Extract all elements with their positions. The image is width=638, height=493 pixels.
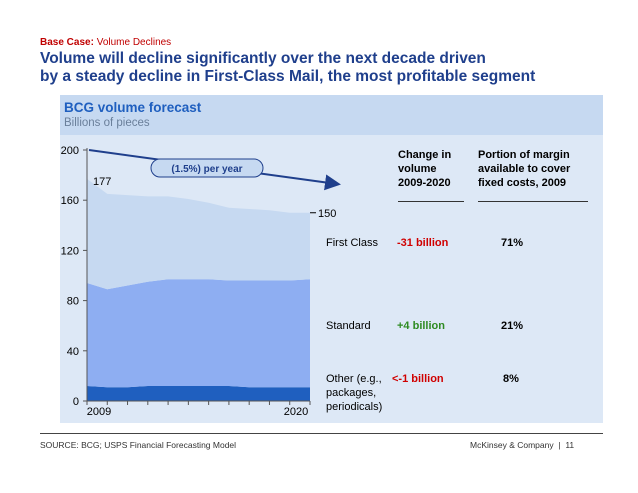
change-header-rule bbox=[398, 201, 464, 202]
y-tick-label-0: 0 bbox=[73, 396, 79, 408]
brand-name: McKinsey & Company bbox=[470, 440, 554, 450]
y-tick-label-2: 80 bbox=[67, 296, 79, 308]
panel-header bbox=[60, 95, 603, 135]
area-series-0 bbox=[87, 385, 310, 401]
case-tag-rest: Volume Declines bbox=[96, 37, 172, 48]
case-tag-bold: Base Case: bbox=[40, 37, 94, 48]
margin-header-line-1: Portion of margin bbox=[478, 149, 570, 161]
change-header-line-3: 2009-2020 bbox=[398, 177, 451, 189]
row-label-first-class: First Class bbox=[326, 236, 378, 250]
row-label-other-line-1: Other (e.g., bbox=[326, 373, 382, 385]
footer-rule bbox=[40, 433, 603, 434]
case-tag: Base Case: Volume Declines bbox=[40, 37, 171, 48]
row-label-other: Other (e.g., packages, periodicals) bbox=[326, 372, 382, 414]
y-tick-label-3: 120 bbox=[61, 245, 79, 257]
x-tick-label-end: 2020 bbox=[284, 406, 308, 418]
y-tick-label-4: 160 bbox=[61, 195, 79, 207]
footer-separator: | bbox=[558, 440, 561, 450]
margin-column-header: Portion of margin available to cover fix… bbox=[478, 148, 570, 190]
change-first-class: -31 billion bbox=[397, 237, 449, 249]
change-header-line-1: Change in bbox=[398, 149, 452, 161]
trend-label: (1.5%) per year bbox=[171, 164, 242, 175]
row-label-standard-line-1: Standard bbox=[326, 320, 371, 332]
change-column-header: Change in volume 2009-2020 bbox=[398, 148, 451, 190]
headline-line-2: by a steady decline in First-Class Mail,… bbox=[40, 68, 536, 85]
y-tick-label-5: 200 bbox=[61, 145, 79, 157]
trend-label-bubble bbox=[150, 158, 264, 178]
margin-first-class: 71% bbox=[501, 237, 524, 249]
panel-subtitle: Billions of pieces bbox=[64, 117, 150, 129]
margin-header-rule bbox=[478, 201, 588, 202]
row-label-first-class-line-1: First Class bbox=[326, 237, 378, 249]
change-header-line-2: volume bbox=[398, 163, 437, 175]
change-other: <-1 billion bbox=[392, 373, 444, 385]
area-series-2 bbox=[87, 178, 310, 290]
end-total-label: 150 bbox=[318, 208, 336, 220]
area-series-1 bbox=[87, 279, 310, 388]
margin-header-line-3: fixed costs, 2009 bbox=[478, 177, 567, 189]
y-tick-label-1: 40 bbox=[67, 346, 79, 358]
page-number: 11 bbox=[565, 440, 575, 450]
headline: Volume will decline significantly over t… bbox=[40, 50, 620, 86]
x-tick-label-start: 2009 bbox=[87, 406, 111, 418]
source-note: SOURCE: BCG; USPS Financial Forecasting … bbox=[40, 440, 237, 450]
row-label-other-line-3: periodicals) bbox=[326, 401, 383, 413]
change-standard: +4 billion bbox=[397, 320, 445, 332]
headline-line-1: Volume will decline significantly over t… bbox=[40, 50, 486, 67]
start-total-label: 177 bbox=[93, 176, 111, 188]
footer-brand: McKinsey & Company | 11 bbox=[470, 440, 574, 450]
row-label-standard: Standard bbox=[326, 319, 371, 333]
panel-title: BCG volume forecast bbox=[64, 100, 202, 115]
margin-standard: 21% bbox=[501, 320, 524, 332]
margin-header-line-2: available to cover bbox=[478, 163, 571, 175]
margin-other: 8% bbox=[503, 373, 519, 385]
row-label-other-line-2: packages, bbox=[326, 387, 377, 399]
